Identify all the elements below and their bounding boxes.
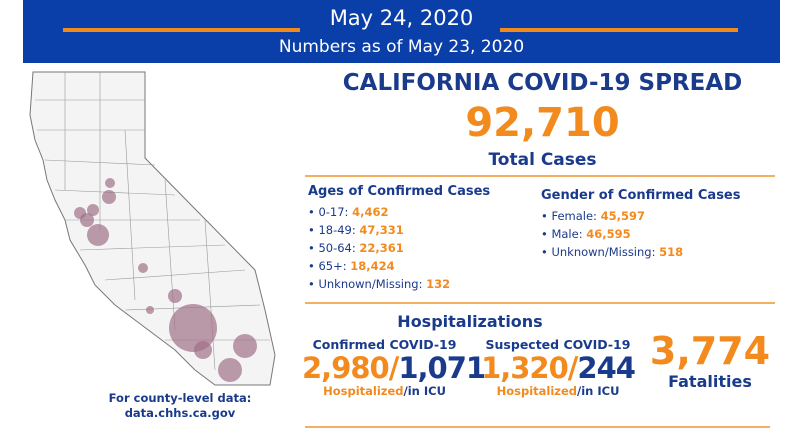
county-data-label: For county-level data: (108, 391, 252, 405)
orange-rule-left (63, 28, 300, 32)
bubble-san-diego (218, 358, 242, 382)
confirmed-icu: 1,071 (398, 351, 486, 385)
suspected-icu: 244 (577, 351, 636, 385)
bubble-alameda (87, 204, 99, 216)
list-item: • 50-64: 22,361 (308, 241, 404, 255)
hospitalized-caption: Hospitalized (323, 384, 404, 398)
fatalities-block: 3,774 Fatalities (640, 330, 780, 391)
bubble-los-angeles (169, 304, 217, 352)
county-data-note: For county-level data: data.chhs.ca.gov (95, 391, 265, 421)
bubble-kern (168, 289, 182, 303)
total-cases-value: 92,710 (465, 100, 620, 146)
gender-section: Gender of Confirmed Cases • Female: 45,5… (541, 188, 741, 263)
bubble-placer (105, 178, 115, 188)
divider (305, 175, 775, 177)
suspected-hospitalized: 1,320 (481, 351, 569, 385)
list-item: • 0-17: 4,462 (308, 205, 389, 219)
divider (305, 302, 775, 304)
case-bubbles (74, 178, 257, 382)
california-map (29, 71, 276, 386)
report-date: May 24, 2020 (329, 6, 474, 30)
list-item: • Unknown/Missing: 132 (308, 277, 451, 291)
confirmed-label: Confirmed COVID-19 (312, 337, 457, 352)
bubble-santa-barbara (146, 306, 154, 314)
total-cases-label: Total Cases (488, 150, 597, 170)
bubble-riverside (233, 334, 257, 358)
bubble-santa-clara (87, 224, 109, 246)
hospitalizations-heading: Hospitalizations (397, 312, 543, 331)
list-item: • Female: 45,597 (541, 209, 645, 223)
bubble-san-francisco (74, 207, 86, 219)
ages-section: Ages of Confirmed Cases • 0-17: 4,462 • … (308, 184, 490, 295)
hospitalized-caption: Hospitalized (496, 384, 578, 398)
ages-heading: Ages of Confirmed Cases (308, 184, 491, 199)
divider (305, 426, 770, 428)
header-banner: May 24, 2020 Numbers as of May 23, 2020 (23, 0, 780, 63)
numbers-as-of: Numbers as of May 23, 2020 (278, 37, 525, 57)
orange-rule-right (500, 28, 738, 32)
list-item: • 18-49: 47,331 (308, 223, 404, 237)
confirmed-hospitalized: 2,980 (302, 351, 390, 385)
list-item: • Male: 46,595 (541, 227, 631, 241)
bubble-orange (194, 341, 212, 359)
confirmed-hospitalizations: Confirmed COVID-19 2,980/1,071 Hospitali… (302, 337, 486, 398)
suspected-label: Suspected COVID-19 (485, 337, 631, 352)
fatalities-value: 3,774 (649, 329, 771, 373)
gender-heading: Gender of Confirmed Cases (541, 188, 741, 203)
list-item: • 65+: 18,424 (308, 259, 395, 273)
bubble-sacramento (102, 190, 116, 204)
fatalities-label: Fatalities (668, 372, 752, 391)
suspected-hospitalizations: Suspected COVID-19 1,320/244 Hospitalize… (478, 337, 638, 398)
county-data-link[interactable]: data.chhs.ca.gov (124, 406, 236, 420)
icu-caption: /in ICU (577, 384, 620, 398)
icu-caption: /in ICU (403, 384, 446, 398)
main-title: CALIFORNIA COVID-19 SPREAD (342, 70, 743, 96)
bubble-fresno (138, 263, 148, 273)
list-item: • Unknown/Missing: 518 (541, 245, 684, 259)
